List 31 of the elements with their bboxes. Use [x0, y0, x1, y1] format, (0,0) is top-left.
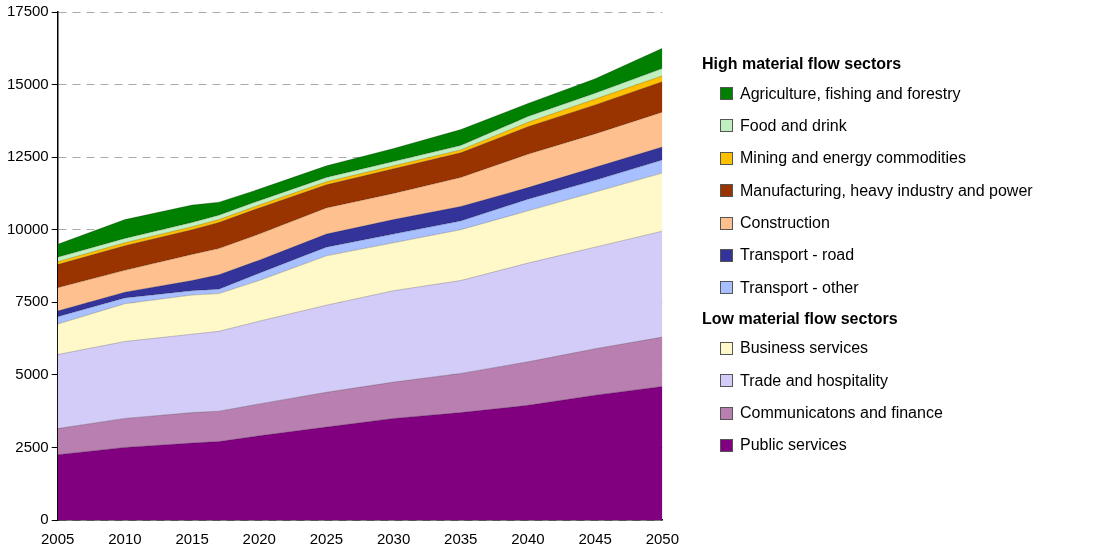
- x-tick-label: 2035: [444, 530, 478, 548]
- legend-label: Communicatons and finance: [740, 404, 943, 423]
- x-tick-label: 2020: [242, 530, 276, 548]
- y-tick-label: 15000: [6, 74, 49, 92]
- legend-label: Public services: [740, 436, 847, 455]
- text: High material flow sectors: [702, 55, 903, 73]
- legend-label: Manufacturing, heavy industry and power: [740, 181, 1033, 200]
- x-tick-label: 2045: [578, 530, 612, 548]
- x-tick-label: 2040: [511, 530, 545, 548]
- x-tick-label: 2005: [41, 530, 75, 548]
- legend-label: Transport - other: [740, 278, 859, 297]
- x-tick-label: 2050: [645, 530, 679, 548]
- legend-label: Agriculture, fishing and forestry: [740, 84, 961, 103]
- x-tick-label: 2015: [175, 530, 209, 548]
- y-tick-label: 5000: [15, 365, 49, 382]
- y-tick-label: 7500: [15, 292, 49, 310]
- x-tick-label: 2025: [309, 530, 344, 548]
- text: Low material flow sectors: [702, 309, 899, 328]
- y-tick-label: 17500: [6, 2, 49, 20]
- y-tick-label: 12500: [6, 147, 49, 165]
- legend-label: Food and drink: [740, 116, 847, 135]
- legend-label: Mining and energy commodities: [740, 149, 966, 168]
- x-tick-label: 2030: [376, 530, 411, 548]
- y-tick-label: 2500: [15, 437, 49, 455]
- y-tick-label: 10000: [6, 219, 49, 237]
- y-tick-label: 0: [40, 510, 49, 528]
- legend-label: Construction: [740, 214, 830, 233]
- legend-label: Business services: [740, 339, 869, 358]
- legend-label: Transport - road: [740, 246, 855, 265]
- legend-label: Trade and hospitality: [740, 371, 888, 390]
- x-tick-label: 2010: [108, 530, 142, 548]
